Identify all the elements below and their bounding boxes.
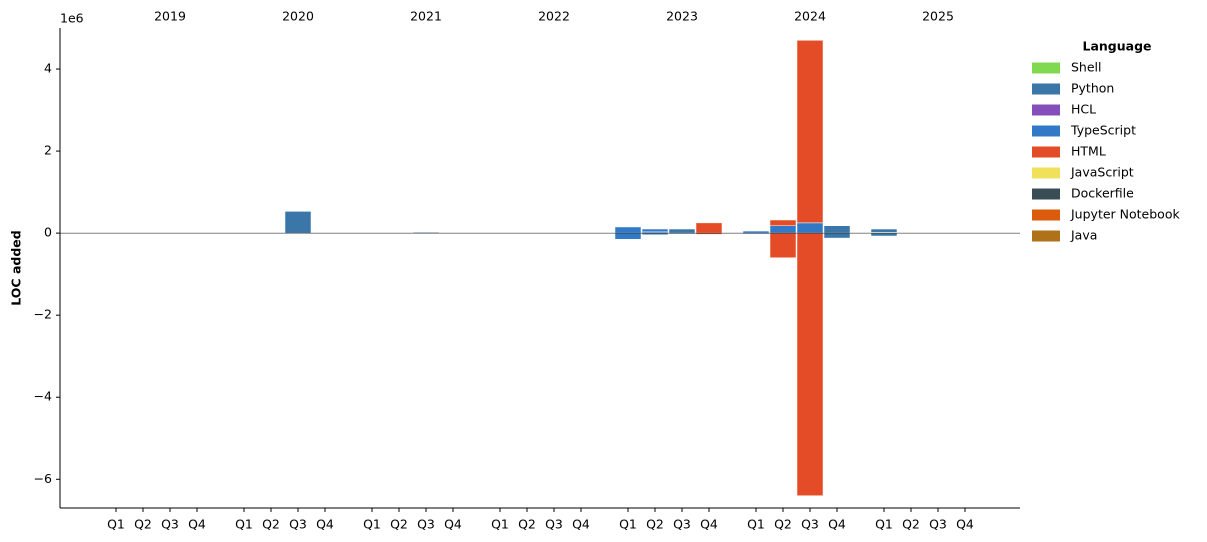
y-tick-label: −6 bbox=[34, 471, 52, 486]
year-label: 2020 bbox=[282, 9, 314, 24]
bar-segment bbox=[614, 226, 642, 234]
legend-label: Shell bbox=[1071, 60, 1102, 75]
y-tick-label: 4 bbox=[44, 61, 52, 76]
year-label: 2019 bbox=[154, 9, 186, 24]
x-tick-label: Q3 bbox=[929, 517, 947, 532]
legend-title: Language bbox=[1082, 39, 1151, 54]
x-tick-label: Q2 bbox=[134, 517, 152, 532]
bar-segment bbox=[796, 40, 824, 224]
year-label: 2025 bbox=[922, 9, 954, 24]
bar-segment bbox=[284, 211, 312, 234]
bar-segment bbox=[614, 232, 642, 240]
x-tick-label: Q3 bbox=[417, 517, 435, 532]
bar-segment bbox=[870, 232, 898, 237]
bar-segment bbox=[769, 219, 797, 226]
legend-swatch bbox=[1032, 209, 1060, 221]
legend-label: TypeScript bbox=[1070, 123, 1136, 138]
bar-segment bbox=[823, 225, 851, 234]
x-tick-label: Q1 bbox=[491, 517, 509, 532]
legend-label: Dockerfile bbox=[1071, 186, 1134, 201]
x-tick-label: Q4 bbox=[444, 517, 462, 532]
bar-segment bbox=[769, 232, 797, 258]
legend-label: HCL bbox=[1071, 102, 1096, 117]
x-tick-label: Q3 bbox=[673, 517, 691, 532]
year-label: 2021 bbox=[410, 9, 442, 24]
bar-segment bbox=[769, 225, 797, 234]
legend-swatch bbox=[1032, 83, 1060, 95]
x-tick-label: Q1 bbox=[235, 517, 253, 532]
legend-swatch bbox=[1032, 230, 1060, 242]
x-tick-label: Q4 bbox=[316, 517, 334, 532]
x-tick-label: Q3 bbox=[161, 517, 179, 532]
legend-swatch bbox=[1032, 125, 1060, 137]
x-tick-label: Q4 bbox=[956, 517, 974, 532]
x-tick-label: Q3 bbox=[545, 517, 563, 532]
x-tick-label: Q2 bbox=[390, 517, 408, 532]
x-tick-label: Q2 bbox=[646, 517, 664, 532]
x-tick-label: Q3 bbox=[801, 517, 819, 532]
y-tick-label: 0 bbox=[44, 225, 52, 240]
bar-segment bbox=[641, 228, 669, 233]
year-label: 2022 bbox=[538, 9, 570, 24]
bar-segment bbox=[668, 228, 696, 234]
legend-swatch bbox=[1032, 104, 1060, 116]
x-tick-label: Q1 bbox=[747, 517, 765, 532]
bar-segment bbox=[823, 232, 851, 239]
x-tick-label: Q1 bbox=[363, 517, 381, 532]
legend-label: Java bbox=[1070, 228, 1097, 243]
x-tick-label: Q2 bbox=[774, 517, 792, 532]
y-tick-label: 2 bbox=[44, 143, 52, 158]
y-tick-label: −2 bbox=[34, 307, 52, 322]
axis-offset-label: 1e6 bbox=[60, 11, 84, 26]
legend-swatch bbox=[1032, 146, 1060, 158]
bar-segment bbox=[742, 230, 770, 234]
legend-label: Python bbox=[1071, 81, 1114, 96]
y-axis-label: LOC added bbox=[9, 230, 24, 305]
x-tick-label: Q4 bbox=[188, 517, 206, 532]
x-tick-label: Q1 bbox=[107, 517, 125, 532]
year-label: 2024 bbox=[794, 9, 826, 24]
x-tick-label: Q4 bbox=[700, 517, 718, 532]
year-label: 2023 bbox=[666, 9, 698, 24]
legend-swatch bbox=[1032, 188, 1060, 200]
bar-segment bbox=[695, 222, 723, 234]
x-tick-label: Q4 bbox=[572, 517, 590, 532]
x-tick-label: Q3 bbox=[289, 517, 307, 532]
x-tick-label: Q2 bbox=[518, 517, 536, 532]
x-tick-label: Q2 bbox=[262, 517, 280, 532]
bar-segment bbox=[796, 232, 824, 496]
x-tick-label: Q1 bbox=[875, 517, 893, 532]
x-tick-label: Q4 bbox=[828, 517, 846, 532]
x-tick-label: Q1 bbox=[619, 517, 637, 532]
x-tick-label: Q2 bbox=[902, 517, 920, 532]
legend-label: Jupyter Notebook bbox=[1070, 207, 1180, 222]
legend-label: HTML bbox=[1071, 144, 1106, 159]
legend-swatch bbox=[1032, 62, 1060, 74]
bar-segment bbox=[870, 228, 898, 233]
legend-swatch bbox=[1032, 167, 1060, 179]
bar-segment bbox=[796, 222, 824, 234]
legend-label: JavaScript bbox=[1070, 165, 1134, 180]
y-tick-label: −4 bbox=[34, 389, 52, 404]
